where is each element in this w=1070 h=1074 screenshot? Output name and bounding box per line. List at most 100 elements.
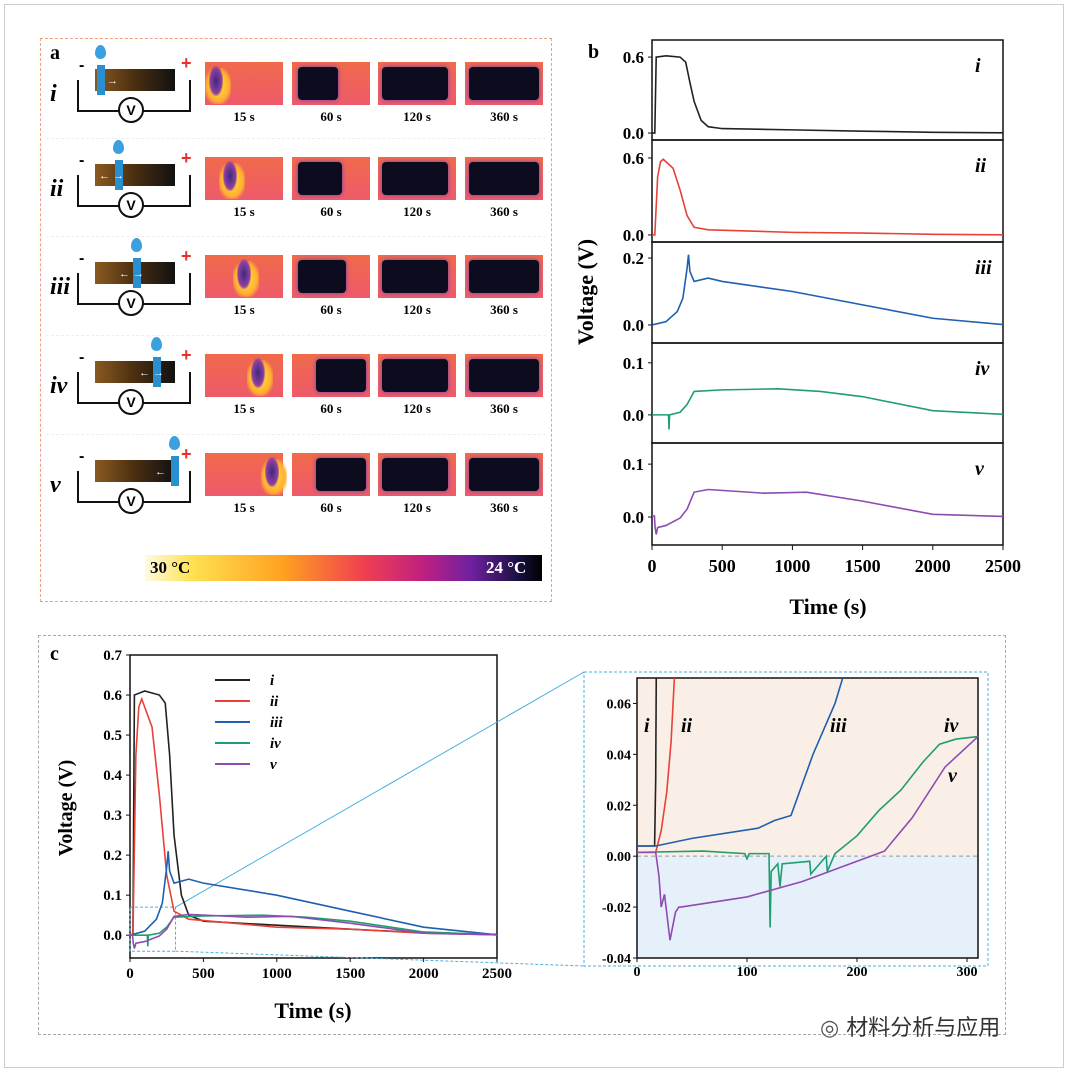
negative-region-shade: [637, 856, 978, 958]
x-tick-label: 0: [634, 965, 641, 980]
thermal-image: [205, 354, 283, 397]
y-axis-label: Voltage (V): [55, 760, 77, 856]
y-tick-label: 0.6: [103, 688, 122, 704]
time-label: 360 s: [490, 302, 518, 317]
x-tick-label: 0: [126, 966, 134, 982]
y-tick-label: 0.3: [103, 808, 122, 824]
y-tick-label: 0.6: [623, 149, 644, 168]
water-drop-icon: [151, 337, 162, 351]
voltmeter-icon: V: [118, 192, 144, 218]
device-diagram: ← → - + V: [77, 238, 207, 328]
series-line-iii: [637, 677, 844, 847]
x-tick-label: 300: [957, 965, 978, 980]
x-tick-label: 100: [737, 965, 758, 980]
panel-a-label: a: [50, 42, 60, 64]
y-tick-label: 0.7: [103, 648, 122, 664]
thermal-image: [465, 62, 543, 105]
thermal-image: [378, 255, 456, 298]
y-axis-label: Voltage (V): [573, 239, 598, 345]
row-label: v: [50, 472, 61, 498]
water-front: [97, 65, 105, 95]
plot-frame: [129, 654, 498, 959]
y-tick-label: 0.1: [103, 888, 122, 904]
subplot-label-iv: iv: [975, 358, 991, 380]
figure-frame: [4, 4, 1064, 1068]
y-tick-label: 0.0: [623, 124, 644, 143]
device-diagram: ← → - + V: [77, 140, 207, 230]
water-front: [115, 160, 123, 190]
y-tick-label: 0.02: [607, 799, 632, 814]
y-tick-label: 0.0: [623, 508, 644, 527]
device-diagram: ← → - + V: [77, 337, 207, 427]
subplot-frame: [651, 39, 1004, 141]
positive-terminal: +: [181, 444, 192, 464]
water-front: [171, 456, 179, 486]
series-line-iii: [651, 254, 1004, 326]
y-tick-label: 0.04: [607, 748, 632, 763]
y-tick-label: 0.2: [623, 249, 644, 268]
y-tick-label: 0.5: [103, 728, 122, 744]
row-label: iv: [50, 373, 68, 399]
zoom-connector-line: [175, 671, 585, 908]
panel-c-box: [38, 635, 1006, 1035]
voltmeter-icon: V: [118, 290, 144, 316]
subplot-label-v: v: [975, 458, 985, 480]
inset-frame: [636, 677, 979, 959]
row-divider: [46, 434, 546, 435]
voltmeter-icon: V: [118, 97, 144, 123]
subplot-frame: [651, 241, 1004, 344]
time-label: 15 s: [233, 109, 255, 124]
series-line-v: [652, 488, 1004, 535]
negative-terminal: -: [79, 57, 85, 74]
time-label: 15 s: [233, 500, 255, 515]
row-label: iii: [50, 274, 71, 300]
legend-label-ii: ii: [270, 694, 279, 710]
row-label: i: [50, 81, 57, 107]
x-tick-label: 200: [847, 965, 868, 980]
thermal-image: [378, 453, 456, 496]
series-line-ii: [130, 696, 498, 936]
curve-label-iii: iii: [830, 715, 847, 737]
time-label: 360 s: [490, 500, 518, 515]
y-tick-label: 0.6: [623, 48, 644, 67]
time-label: 60 s: [320, 204, 342, 219]
thermal-image: [465, 157, 543, 200]
time-label: 15 s: [233, 401, 255, 416]
subplot-label-iii: iii: [975, 257, 992, 279]
x-tick-label: 500: [192, 966, 215, 982]
x-tick-label: 1500: [335, 966, 365, 982]
time-label: 60 s: [320, 109, 342, 124]
series-line-iv: [652, 388, 1004, 430]
x-tick-label: 2000: [915, 556, 951, 576]
legend-label-iii: iii: [270, 715, 283, 731]
positive-terminal: +: [181, 148, 192, 168]
y-tick-label: 0.00: [607, 850, 632, 865]
watermark-text: 材料分析与应用: [846, 1016, 1001, 1041]
series-line-i: [130, 690, 498, 936]
voltmeter-icon: V: [118, 389, 144, 415]
x-tick-label: 2500: [985, 556, 1021, 576]
y-tick-label: 0.0: [103, 928, 122, 944]
watermark: ◎ 材料分析与应用: [820, 1010, 1000, 1042]
negative-terminal: -: [79, 250, 85, 267]
water-drop-icon: [95, 45, 106, 59]
series-line-v: [637, 735, 979, 941]
curve-label-iv: iv: [944, 715, 960, 737]
water-drop-icon: [169, 436, 180, 450]
y-tick-label: 0.0: [623, 226, 644, 245]
zoom-region-box: [129, 906, 177, 952]
inset-box: [583, 671, 989, 967]
water-drop-icon: [113, 140, 124, 154]
x-tick-label: 0: [648, 556, 657, 576]
time-label: 120 s: [403, 109, 431, 124]
flow-arrow-icon: ← →: [99, 170, 125, 182]
curve-label-v: v: [948, 765, 958, 787]
y-tick-label: 0.4: [103, 768, 122, 784]
legend-label-v: v: [270, 757, 277, 773]
positive-terminal: +: [181, 345, 192, 365]
time-label: 120 s: [403, 302, 431, 317]
x-tick-label: 1000: [774, 556, 810, 576]
series-line-ii: [652, 158, 1004, 236]
